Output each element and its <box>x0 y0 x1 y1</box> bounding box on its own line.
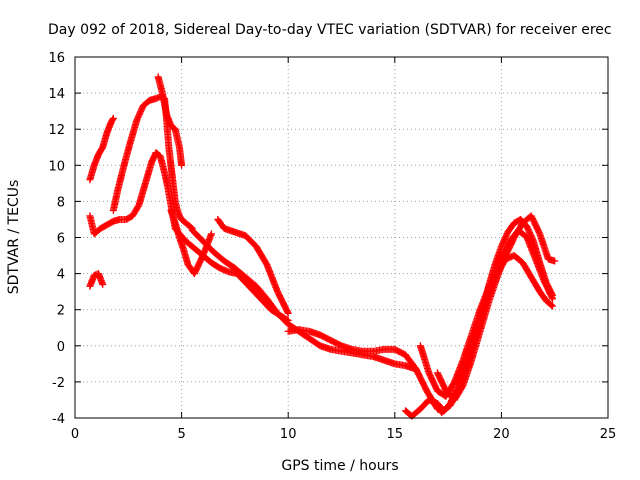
x-tick-label: 25 <box>600 427 617 442</box>
data-point <box>109 114 117 122</box>
data-point-dense <box>548 301 556 309</box>
series-track-f <box>167 206 215 278</box>
series-track-b <box>86 114 117 184</box>
y-tick-label: 16 <box>48 51 65 66</box>
axis-ticks: 0 5 10 15 20 25 -4 -2 0 2 4 6 8 10 12 14 16 <box>48 51 616 442</box>
x-tick-label: 10 <box>280 427 297 442</box>
y-axis-label: SDTVAR / TECUs <box>6 180 22 295</box>
data-point <box>207 230 215 238</box>
data-point-dense <box>548 293 556 301</box>
y-tick-label: 2 <box>57 304 65 319</box>
series-track-a <box>86 270 107 290</box>
series-track-e <box>154 73 186 169</box>
x-tick-label: 5 <box>177 427 185 442</box>
series-track-m <box>433 212 559 404</box>
y-tick-label: 8 <box>57 195 65 210</box>
data-point <box>99 280 107 288</box>
y-tick-label: 10 <box>48 159 65 174</box>
y-tick-label: -2 <box>52 376 65 391</box>
series-track-d <box>109 93 196 232</box>
y-tick-label: -4 <box>52 412 65 427</box>
data-point <box>551 257 559 265</box>
chart-title: Day 092 of 2018, Sidereal Day-to-day VTE… <box>48 22 612 38</box>
y-tick-label: 0 <box>57 340 65 355</box>
data-point <box>549 295 557 303</box>
data-point-dense <box>109 116 117 124</box>
y-tick-label: 6 <box>57 232 65 247</box>
y-tick-label: 14 <box>48 87 65 102</box>
x-tick-label: 0 <box>71 427 79 442</box>
data-point-dense <box>284 308 292 316</box>
data-point <box>178 161 186 169</box>
series-track-i <box>284 326 441 413</box>
data-point <box>284 309 292 317</box>
x-tick-label: 20 <box>493 427 510 442</box>
data-points <box>86 73 559 420</box>
y-tick-label: 12 <box>48 123 65 138</box>
data-point <box>549 302 557 310</box>
x-axis-label: GPS time / hours <box>281 458 398 474</box>
y-tick-label: 4 <box>57 268 65 283</box>
x-tick-label: 15 <box>387 427 404 442</box>
series-track-h <box>214 215 292 317</box>
